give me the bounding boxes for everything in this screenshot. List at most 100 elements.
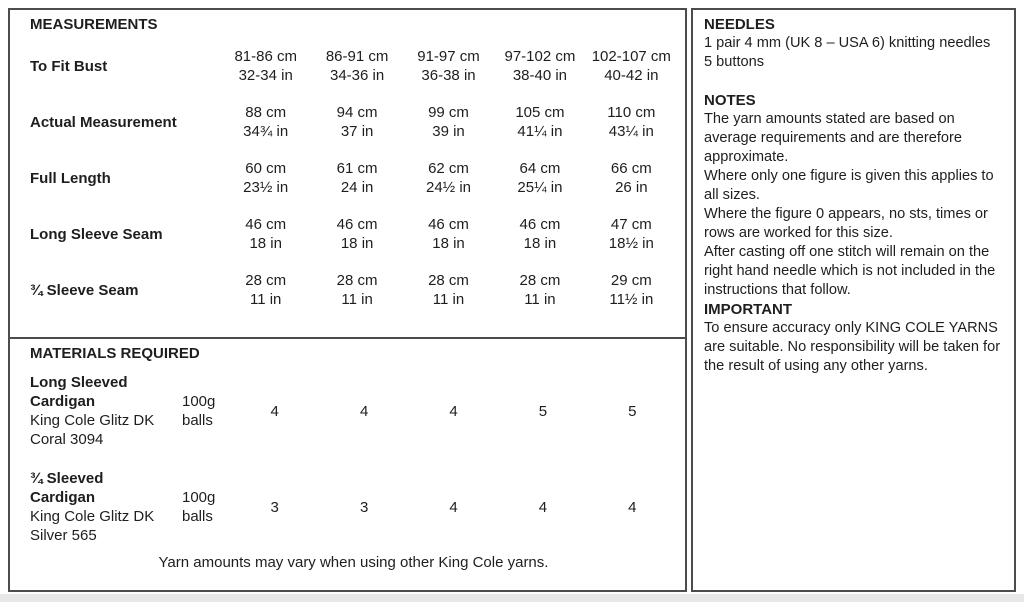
measurement-in-value: 24½ in — [425, 179, 472, 196]
measurement-cm-value: 64 cm — [519, 160, 561, 177]
buttons-line: 5 buttons — [704, 54, 765, 70]
measurement-cm-value: 29 cm — [610, 272, 652, 289]
measurement-value-cell: 29 cm 11½ in — [586, 271, 677, 309]
measurement-in-value: 11 in — [524, 291, 556, 308]
measurement-cm-value: 61 cm — [336, 160, 378, 177]
page-bottom-edge — [0, 594, 1024, 602]
measurement-cm-value: 105 cm — [515, 104, 565, 121]
measurement-value-cell: 28 cm 11 in — [220, 271, 311, 309]
measurement-in-value: 38-40 in — [512, 67, 568, 84]
material-unit-line: 100g — [182, 393, 216, 410]
measurement-in-value: 40-42 in — [604, 67, 659, 84]
measurement-row-actual-measurement: Actual Measurement 88 cm 34¾ in 94 cm 37… — [30, 103, 677, 141]
important-text: To ensure accuracy only KING COLE YARNS … — [704, 320, 1001, 374]
measurement-in-value: 41¼ in — [517, 123, 563, 140]
measurement-cm-value: 62 cm — [428, 160, 469, 177]
measurement-value-cell: 99 cm 39 in — [403, 103, 494, 141]
measurements-title: MEASUREMENTS — [30, 16, 158, 33]
material-name-line: Cardigan — [30, 393, 96, 410]
measurement-value-cell: 64 cm 25¼ in — [494, 159, 585, 197]
measurement-cm-value: 46 cm — [428, 216, 469, 233]
measurement-cm-value: 102-107 cm — [591, 48, 671, 65]
measurement-row-long-sleeve-seam: Long Sleeve Seam 46 cm 18 in 46 cm 18 in… — [30, 215, 677, 253]
material-shade-name: Silver 565 — [30, 527, 97, 544]
measurement-in-value: 39 in — [432, 123, 465, 140]
measurement-cm-value: 97-102 cm — [504, 48, 576, 65]
measurement-in-value: 11 in — [249, 291, 282, 308]
material-quantity-cell: 5 — [628, 402, 637, 420]
material-row-three-quarter-sleeved-cardigan: ¾ Sleeved Cardigan King Cole Glitz DK Si… — [30, 469, 677, 545]
material-unit-block: 100g balls — [182, 488, 230, 526]
measurement-row-to-fit-bust: To Fit Bust 81-86 cm 32-34 in 86-91 cm 3… — [30, 47, 677, 85]
measurement-value-cell: 28 cm 11 in — [311, 271, 402, 309]
measurement-value-cell: 86-91 cm 34-36 in — [311, 47, 402, 85]
measurement-value-cell: 46 cm 18 in — [220, 215, 311, 253]
measurement-cm-value: 88 cm — [245, 104, 287, 121]
measurement-in-value: 18 in — [249, 235, 282, 252]
measurement-row-label: ¾ Sleeve Seam — [30, 281, 139, 299]
measurement-value-cell: 102-107 cm 40-42 in — [586, 47, 677, 85]
measurement-cm-value: 91-97 cm — [417, 48, 480, 65]
important-title: IMPORTANT — [704, 301, 793, 318]
needles-notes-panel: NEEDLES 1 pair 4 mm (UK 8 – USA 6) knitt… — [691, 8, 1016, 592]
measurement-value-cell: 91-97 cm 36-38 in — [403, 47, 494, 85]
measurements-materials-panel: MEASUREMENTS To Fit Bust 81-86 cm 32-34 … — [8, 8, 687, 592]
needles-title: NEEDLES — [704, 16, 775, 33]
measurement-cm-value: 28 cm — [245, 272, 287, 289]
notes-paragraph: Where the figure 0 appears, no sts, time… — [704, 206, 988, 241]
measurement-value-cell: 81-86 cm 32-34 in — [220, 47, 311, 85]
measurement-in-value: 43¼ in — [608, 123, 654, 140]
material-name-line: Long Sleeved — [30, 374, 128, 391]
material-name-line: Cardigan — [30, 489, 96, 506]
material-quantity-cell: 5 — [538, 402, 548, 420]
material-name-line: ¾ Sleeved — [30, 470, 104, 487]
measurement-in-value: 23½ in — [243, 179, 289, 196]
material-unit-line: balls — [182, 508, 213, 525]
materials-title: MATERIALS REQUIRED — [30, 345, 200, 362]
measurement-value-cell: 60 cm 23½ in — [220, 159, 311, 197]
measurement-cm-value: 94 cm — [336, 104, 378, 121]
needles-line: 1 pair 4 mm (UK 8 – USA 6) knitting need… — [704, 35, 991, 51]
measurement-row-label: Full Length — [30, 169, 111, 187]
measurement-in-value: 24 in — [340, 179, 374, 196]
measurement-cm-value: 46 cm — [245, 216, 287, 233]
materials-section: MATERIALS REQUIRED Long Sleeved Cardigan… — [10, 339, 685, 572]
measurement-row-full-length: Full Length 60 cm 23½ in 61 cm 24 in 62 … — [30, 159, 677, 197]
measurement-in-value: 34¾ in — [243, 123, 289, 140]
measurement-in-value: 11 in — [432, 291, 465, 308]
measurement-value-cell: 28 cm 11 in — [403, 271, 494, 309]
measurement-value-cell: 62 cm 24½ in — [403, 159, 494, 197]
measurement-cm-value: 86-91 cm — [325, 48, 389, 65]
notes-paragraph: The yarn amounts stated are based on ave… — [704, 111, 962, 165]
measurement-cm-value: 46 cm — [519, 216, 561, 233]
measurement-in-value: 37 in — [340, 123, 374, 140]
yarn-amounts-footnote: Yarn amounts may vary when using other K… — [158, 554, 549, 571]
measurement-cm-value: 28 cm — [428, 272, 469, 289]
measurement-cm-value: 28 cm — [519, 272, 561, 289]
notes-title: NOTES — [704, 92, 756, 109]
material-unit-line: 100g — [182, 489, 216, 506]
measurement-in-value: 18 in — [340, 235, 374, 252]
measurement-cm-value: 47 cm — [610, 216, 652, 233]
measurement-value-cell: 46 cm 18 in — [494, 215, 585, 253]
measurement-in-value: 18 in — [523, 235, 557, 252]
measurement-value-cell: 66 cm 26 in — [586, 159, 677, 197]
measurement-value-cell: 97-102 cm 38-40 in — [494, 47, 585, 85]
measurement-cm-value: 99 cm — [428, 104, 469, 121]
measurement-in-value: 11½ in — [609, 291, 654, 308]
measurement-value-cell: 47 cm 18½ in — [586, 215, 677, 253]
measurement-cm-value: 60 cm — [245, 160, 287, 177]
measurement-in-value: 32-34 in — [238, 67, 293, 84]
measurement-value-cell: 110 cm 43¼ in — [586, 103, 677, 141]
material-yarn-name: King Cole Glitz DK — [30, 412, 155, 429]
measurement-in-value: 26 in — [615, 179, 648, 196]
measurement-in-value: 11 in — [341, 291, 373, 308]
material-name-block: ¾ Sleeved Cardigan King Cole Glitz DK Si… — [30, 469, 182, 545]
material-quantity-cell: 4 — [628, 498, 637, 516]
material-quantity-cell: 4 — [449, 402, 458, 420]
measurement-value-cell: 46 cm 18 in — [403, 215, 494, 253]
material-shade-name: Coral 3094 — [30, 431, 104, 448]
measurement-value-cell: 88 cm 34¾ in — [220, 103, 311, 141]
measurement-row-label: Actual Measurement — [30, 113, 177, 131]
material-unit-line: balls — [182, 412, 213, 429]
